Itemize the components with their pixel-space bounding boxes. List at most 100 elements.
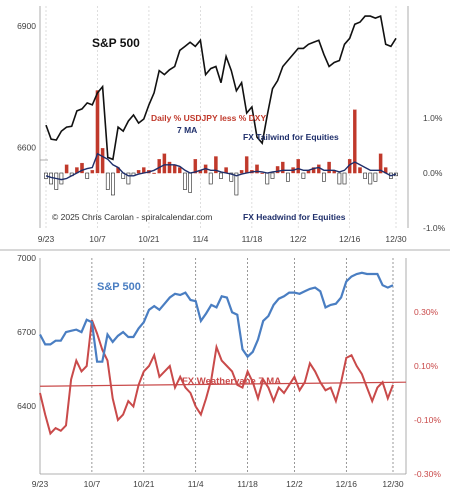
bottom-x-tick-label: 12/16 (336, 479, 358, 489)
top-daily-bar (301, 172, 306, 179)
bottom-right-tick-label: -0.10% (414, 415, 441, 425)
top-x-tick-label: 10/7 (89, 234, 106, 244)
top-daily-bar (229, 172, 234, 182)
top-daily-bar (275, 166, 280, 174)
top-daily-bar (296, 159, 300, 174)
bottom-x-tick-label: 12/2 (286, 479, 303, 489)
top-daily-bar (59, 172, 64, 185)
top-spx-title: S&P 500 (92, 36, 140, 50)
top-ma-label: 7 MA (177, 125, 197, 135)
top-daily-bar (265, 172, 270, 185)
top-daily-bar (260, 172, 264, 174)
bottom-left-tick-label: 7000 (17, 253, 36, 263)
bottom-x-tick-label: 10/21 (133, 479, 155, 489)
bottom-right-tick-labels: 0.30% 0.10% -0.10% -0.30% (414, 307, 441, 479)
top-x-tick-label: 12/16 (339, 234, 361, 244)
top-daily-bar (285, 172, 290, 182)
top-daily-bar (178, 167, 182, 174)
bottom-x-tick-label: 12/30 (382, 479, 404, 489)
top-daily-bar (172, 164, 177, 174)
top-subtitle: Daily % USDJPY less % DXY (151, 113, 266, 123)
top-daily-bar (219, 172, 223, 179)
bottom-weathervane-line (39, 319, 394, 436)
top-daily-bar (270, 172, 275, 179)
top-daily-bar (317, 164, 321, 174)
bottom-gridlines (91, 258, 394, 474)
top-left-tick-labels: 6900 6600 (17, 21, 36, 152)
top-daily-bar (188, 172, 193, 193)
top-right-tick-labels: 1.0% 0.0% -1.0% (423, 113, 446, 233)
top-right-tick-label: -1.0% (423, 223, 446, 233)
bottom-left-tick-label: 6400 (17, 401, 36, 411)
bottom-x-tick-label: 11/18 (237, 479, 258, 489)
top-x-tick-label: 11/4 (192, 234, 208, 244)
top-daily-bar (239, 170, 244, 174)
top-spx-line (45, 15, 397, 161)
top-daily-bar (111, 172, 115, 196)
top-daily-bar (363, 172, 368, 179)
top-daily-bar (311, 167, 316, 174)
bottom-chart: 7000 6700 6400 0.30% 0.10% -0.10% -0.30% 9/23… (17, 253, 441, 489)
top-left-tick-label: 6600 (17, 142, 36, 152)
top-daily-bar (100, 148, 105, 174)
top-daily-bar (353, 109, 357, 174)
top-daily-bar (95, 90, 100, 174)
top-7ma-line (45, 152, 397, 181)
top-daily-bar (373, 172, 378, 182)
bottom-left-tick-labels: 7000 6700 6400 (17, 253, 36, 411)
top-daily-bar (378, 153, 383, 174)
bottom-right-tick-label: -0.30% (414, 469, 441, 479)
top-daily-bar (49, 172, 54, 185)
top-daily-bar (90, 170, 95, 174)
bottom-x-tick-label: 11/4 (188, 479, 204, 489)
top-right-tick-label: 1.0% (423, 113, 443, 123)
bottom-subtitle: FX Weathervane 7 MA (182, 376, 281, 387)
bottom-right-tick-label: 0.30% (414, 307, 439, 317)
top-left-tick-label: 6900 (17, 21, 36, 31)
top-daily-bar (167, 161, 172, 174)
top-daily-bar (54, 172, 59, 190)
top-daily-bar (337, 172, 342, 185)
top-x-tick-label: 9/23 (38, 234, 55, 244)
top-daily-bar (64, 164, 69, 174)
credit-text: © 2025 Chris Carolan - spiralcalendar.co… (52, 212, 212, 222)
top-daily-bar (80, 162, 84, 174)
top-daily-bar (358, 167, 362, 174)
top-daily-bar (321, 172, 326, 182)
top-daily-bar (105, 172, 110, 190)
top-daily-bar (368, 172, 373, 185)
top-x-tick-label: 12/30 (385, 234, 407, 244)
top-x-tick-label: 12/2 (290, 234, 307, 244)
top-daily-bar (85, 172, 90, 179)
bottom-right-tick-label: 0.10% (414, 361, 439, 371)
top-daily-bar (255, 164, 259, 174)
top-daily-bar (214, 156, 218, 174)
top-daily-bar (342, 172, 347, 185)
top-daily-bar (234, 172, 239, 196)
bottom-x-tick-labels: 9/23 10/7 10/21 11/4 11/18 12/2 12/16 12/30 (32, 479, 404, 489)
headwind-annotation: FX Headwind for Equities (243, 212, 346, 222)
top-daily-bar (327, 161, 331, 174)
top-chart: 6900 6600 1.0% 0.0% -1.0% 9/23 10/7 10/21 11/4… (17, 6, 446, 244)
top-daily-bar (244, 156, 249, 174)
top-x-tick-labels: 9/23 10/7 10/21 11/4 11/18 12/2 12/16 12/30 (38, 234, 407, 244)
bottom-left-tick-label: 6700 (17, 327, 36, 337)
top-daily-bar (208, 172, 213, 185)
top-daily-bar (193, 159, 198, 174)
top-daily-bar (136, 170, 141, 174)
bottom-x-tick-label: 10/7 (84, 479, 101, 489)
bottom-spx-title: S&P 500 (97, 281, 141, 293)
top-x-tick-label: 10/21 (138, 234, 160, 244)
tailwind-annotation: FX Tailwind for Equities (243, 132, 339, 142)
top-daily-bar (126, 172, 131, 185)
top-daily-bar (281, 161, 285, 174)
bottom-zero-line (39, 381, 407, 387)
top-x-tick-label: 11/18 (242, 234, 263, 244)
bottom-x-tick-label: 9/23 (32, 479, 49, 489)
top-daily-bar (183, 172, 187, 190)
top-right-tick-label: 0.0% (423, 168, 443, 178)
bottom-spx-line (39, 271, 394, 363)
top-daily-bar (152, 172, 156, 174)
